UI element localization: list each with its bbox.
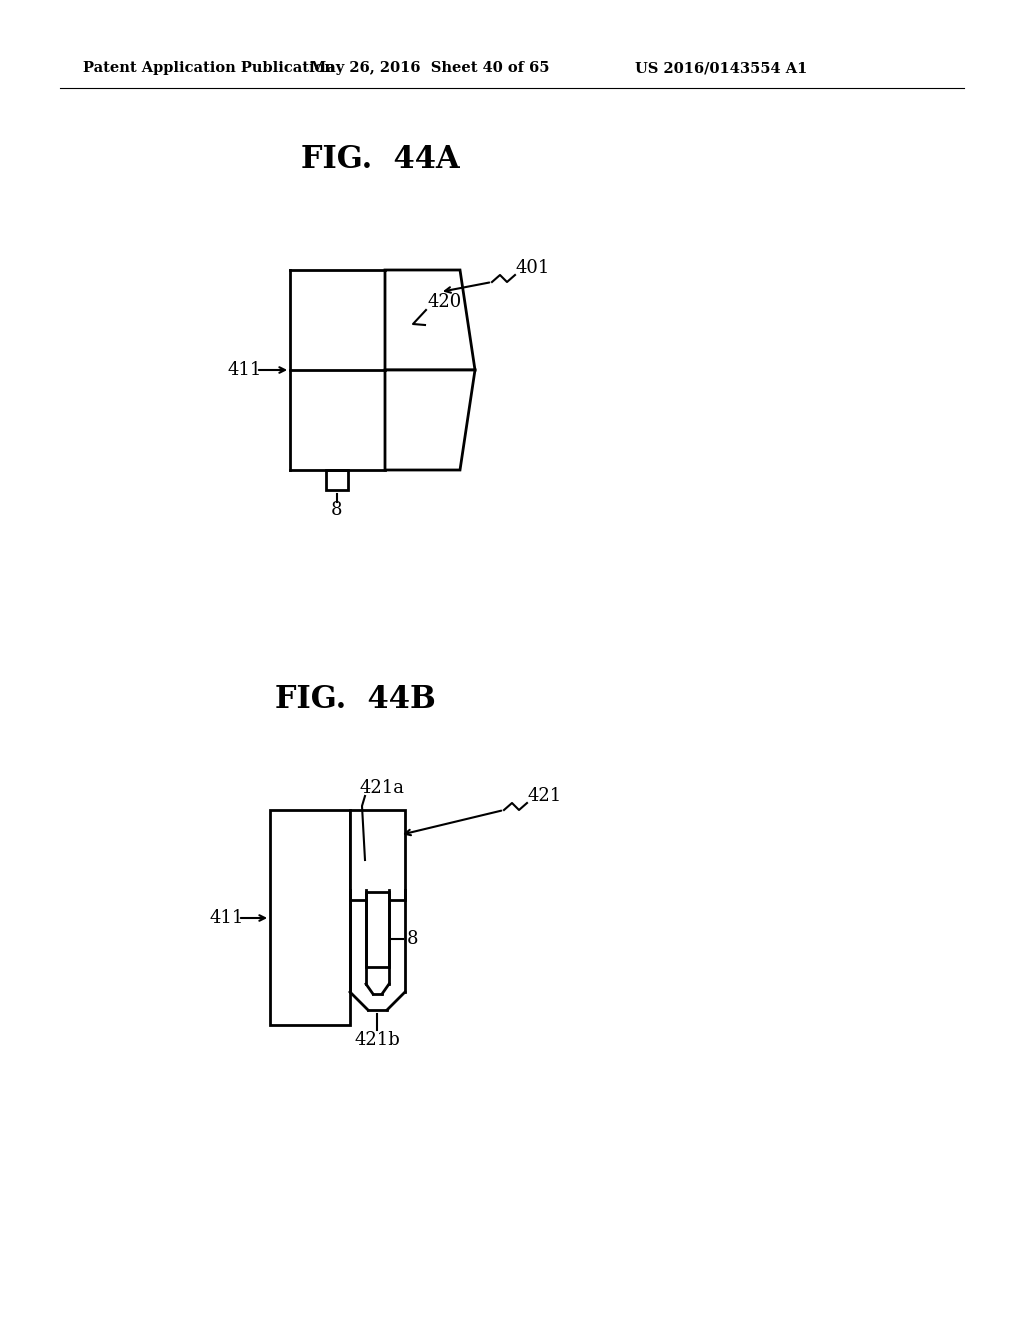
- Text: FIG.  44B: FIG. 44B: [274, 685, 435, 715]
- Text: 420: 420: [428, 293, 462, 312]
- Text: 8: 8: [407, 931, 419, 948]
- Bar: [366, 892, 389, 968]
- Bar: [350, 810, 406, 900]
- Text: US 2016/0143554 A1: US 2016/0143554 A1: [635, 61, 807, 75]
- Text: 421: 421: [527, 787, 561, 805]
- Bar: [270, 810, 350, 1026]
- Polygon shape: [385, 271, 475, 370]
- Bar: [326, 470, 348, 490]
- Text: 411: 411: [228, 360, 262, 379]
- Text: FIG.  44A: FIG. 44A: [301, 144, 460, 176]
- Text: 401: 401: [515, 259, 549, 277]
- Text: 411: 411: [210, 909, 245, 927]
- Text: Patent Application Publication: Patent Application Publication: [83, 61, 335, 75]
- Text: 8: 8: [331, 502, 343, 519]
- Polygon shape: [385, 370, 475, 470]
- Text: May 26, 2016  Sheet 40 of 65: May 26, 2016 Sheet 40 of 65: [310, 61, 550, 75]
- Text: 421b: 421b: [354, 1031, 400, 1049]
- Text: 421a: 421a: [360, 779, 406, 797]
